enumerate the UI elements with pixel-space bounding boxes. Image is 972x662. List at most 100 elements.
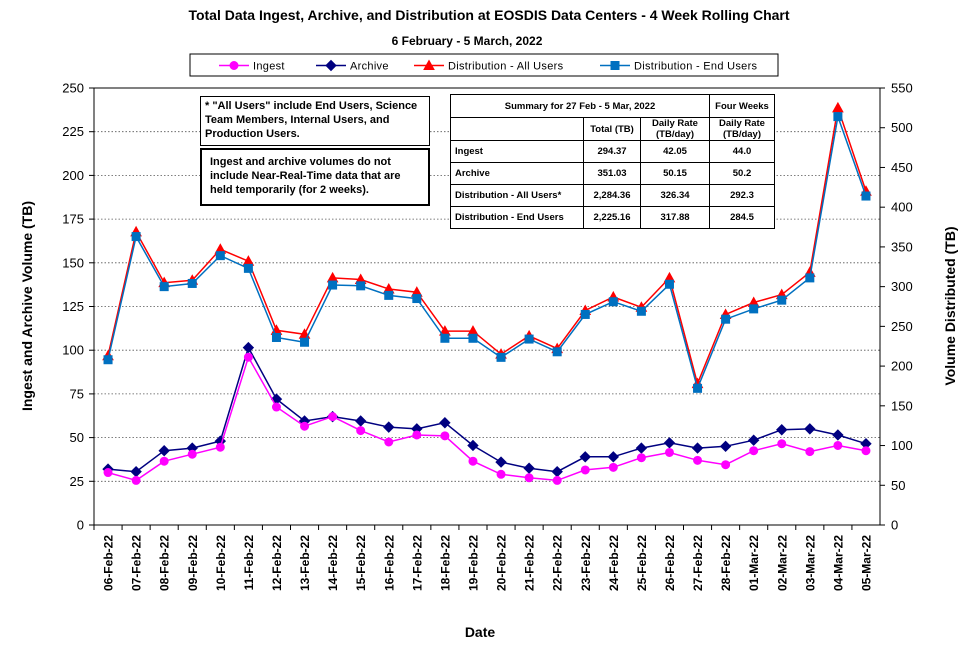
x-tick-label: 02-Mar-22 (775, 535, 789, 591)
y-right-tick-label: 550 (891, 81, 913, 96)
data-point-ingest (468, 456, 478, 466)
data-point-distribution-end-users (608, 297, 618, 307)
data-point-distribution-end-users (636, 306, 646, 316)
x-tick-label: 05-Mar-22 (859, 535, 873, 591)
summary-row-four-weeks: 284.5 (709, 206, 775, 229)
x-tick-label: 27-Feb-22 (691, 535, 705, 591)
x-tick-label: 06-Feb-22 (102, 535, 116, 591)
data-point-archive (467, 439, 479, 452)
summary-row-total: 2,225.16 (583, 206, 641, 229)
x-tick-label: 15-Feb-22 (354, 535, 368, 591)
data-point-distribution-end-users (552, 347, 562, 357)
series-line-ingest (107, 355, 867, 482)
data-point-ingest (356, 426, 366, 436)
data-point-archive (747, 434, 760, 446)
data-point-distribution-end-users (159, 282, 169, 292)
data-point-archive (354, 415, 367, 427)
data-point-ingest (271, 402, 281, 412)
x-tick-label: 08-Feb-22 (158, 535, 172, 591)
x-tick-label: 09-Feb-22 (186, 535, 200, 591)
summary-row-total: 2,284.36 (583, 184, 641, 207)
data-point-distribution-end-users (749, 304, 759, 314)
y-right-tick-label: 200 (891, 359, 913, 374)
data-point-archive (832, 429, 844, 441)
summary-row-four-weeks: 292.3 (709, 184, 775, 207)
data-point-ingest (384, 437, 394, 447)
legend-label: Distribution - End Users (634, 61, 758, 73)
four-weeks-header: Four Weeks (709, 94, 775, 118)
data-point-distribution-all-users (242, 255, 255, 266)
data-point-distribution-end-users (496, 352, 506, 362)
data-point-ingest (496, 469, 506, 479)
data-point-archive (804, 423, 816, 435)
data-point-distribution-end-users (777, 295, 787, 305)
y-left-tick-label: 50 (70, 430, 84, 445)
y-left-tick-label: 100 (62, 343, 84, 358)
legend-label: Archive (350, 61, 389, 73)
x-tick-label: 20-Feb-22 (495, 535, 509, 591)
summary-row: Ingest 294.37 42.05 44.0 (450, 140, 775, 163)
y-right-tick-label: 400 (891, 200, 913, 215)
x-tick-label: 16-Feb-22 (382, 535, 396, 591)
summary-row-daily: 50.15 (640, 162, 710, 185)
data-point-archive (242, 341, 255, 354)
data-point-distribution-end-users (440, 333, 450, 343)
summary-row-four-weeks: 50.2 (709, 162, 775, 185)
data-point-distribution-end-users (861, 191, 871, 201)
x-tick-label: 13-Feb-22 (298, 535, 312, 591)
data-point-distribution-end-users (243, 263, 253, 273)
data-point-ingest (833, 440, 843, 450)
legend-label: Distribution - All Users (448, 61, 564, 73)
data-point-distribution-all-users (832, 101, 844, 113)
data-point-ingest (131, 475, 141, 485)
data-point-distribution-end-users (215, 251, 225, 261)
x-tick-label: 19-Feb-22 (466, 535, 480, 591)
data-point-ingest (777, 439, 787, 449)
y-right-tick-label: 100 (891, 438, 913, 453)
x-tick-label: 10-Feb-22 (214, 535, 228, 591)
y-left-tick-label: 225 (62, 124, 84, 139)
x-tick-label: 28-Feb-22 (719, 535, 733, 591)
summary-row: Distribution - End Users 2,225.16 317.88… (450, 206, 775, 229)
legend: Ingest Archive Distribution - All Users Dis… (189, 53, 779, 77)
summary-row: Archive 351.03 50.15 50.2 (450, 162, 775, 185)
summary-header-row: Summary for 27 Feb - 5 Mar, 2022 Four We… (450, 94, 775, 118)
summary-row-total: 294.37 (583, 140, 641, 163)
data-point-archive (607, 451, 620, 463)
summary-row-label: Ingest (450, 140, 584, 163)
summary-colhead-row: Total (TB) Daily Rate (TB/day) Daily Rat… (450, 117, 775, 141)
x-tick-label: 17-Feb-22 (410, 535, 424, 591)
series-ingest (103, 352, 871, 485)
summary-row-total: 351.03 (583, 162, 641, 185)
data-point-distribution-end-users (412, 294, 422, 304)
data-point-distribution-end-users (805, 273, 815, 283)
data-point-ingest (580, 465, 590, 475)
x-tick-label: 14-Feb-22 (326, 535, 340, 591)
data-point-ingest (721, 460, 731, 470)
y-left-tick-label: 0 (77, 518, 84, 533)
x-tick-label: 24-Feb-22 (607, 535, 621, 591)
data-point-ingest (805, 447, 815, 457)
legend-marker (423, 59, 435, 70)
data-point-ingest (608, 462, 618, 472)
data-point-archive (776, 424, 788, 436)
data-point-archive (523, 462, 535, 474)
data-point-ingest (187, 449, 197, 459)
data-point-archive (719, 440, 732, 453)
series-archive (102, 341, 872, 478)
x-tick-label: 03-Mar-22 (803, 535, 817, 591)
summary-row-label: Distribution - End Users (450, 206, 584, 229)
y-left-tick-label: 175 (62, 212, 84, 227)
legend-marker (610, 61, 620, 70)
x-tick-label: 01-Mar-22 (747, 535, 761, 591)
y-right-tick-label: 250 (891, 319, 913, 334)
data-point-ingest (159, 456, 169, 466)
data-point-archive (495, 456, 507, 468)
y-right-tick-label: 450 (891, 160, 913, 175)
y-right-tick-label: 50 (891, 478, 905, 493)
y-left-tick-label: 200 (62, 168, 84, 183)
data-point-ingest (328, 412, 338, 422)
series-line-distribution-all-users (107, 107, 867, 386)
summary-row-label: Distribution - All Users* (450, 184, 584, 207)
